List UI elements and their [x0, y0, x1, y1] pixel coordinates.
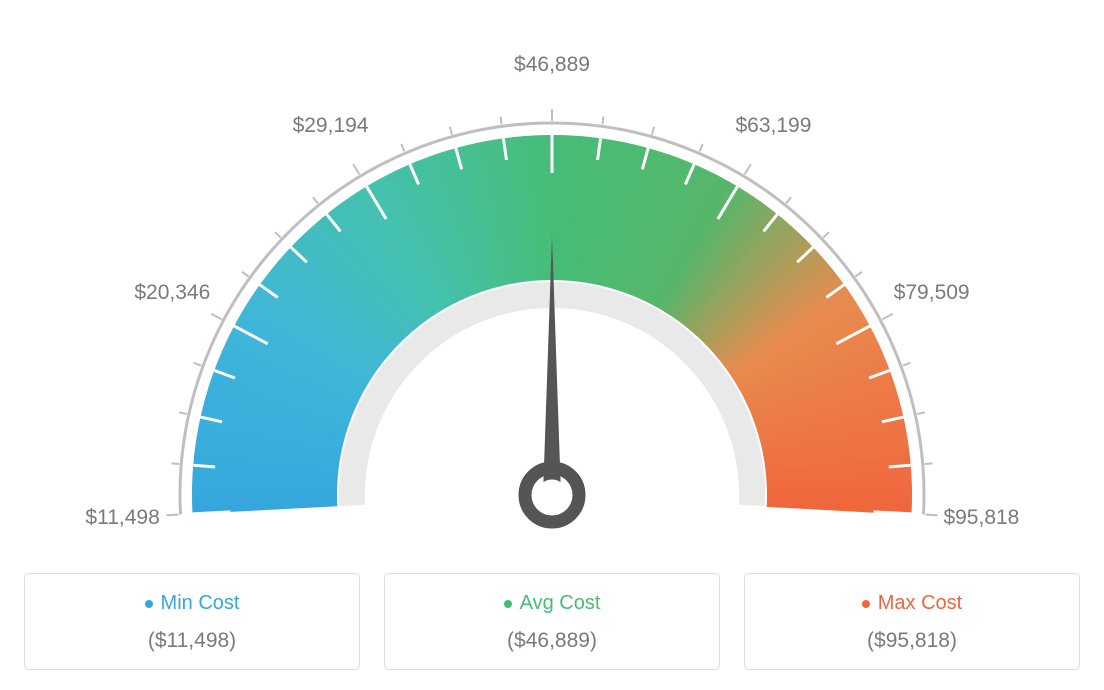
legend-card-avg: Avg Cost ($46,889)	[384, 573, 720, 670]
legend-card-min: Min Cost ($11,498)	[24, 573, 360, 670]
gauge-tick-label: $11,498	[85, 506, 159, 530]
legend-title-max: Max Cost	[862, 592, 962, 615]
legend-card-max: Max Cost ($95,818)	[744, 573, 1080, 670]
gauge-tick-label: $46,889	[514, 53, 590, 77]
cost-gauge-widget: $11,498 $20,346 $29,194 $46,889 $63,199 $79,5…	[0, 0, 1104, 690]
legend-value-min: ($11,498)	[35, 629, 349, 653]
gauge-tick-label: $20,346	[134, 281, 210, 305]
dot-icon-min	[145, 600, 153, 608]
legend-label-max: Max Cost	[878, 592, 962, 615]
legend-label-min: Min Cost	[161, 592, 240, 615]
legend-title-min: Min Cost	[145, 592, 240, 615]
gauge-svg	[0, 0, 1104, 560]
legend-value-max: ($95,818)	[755, 629, 1069, 653]
legend-label-avg: Avg Cost	[520, 592, 601, 615]
legend-row: Min Cost ($11,498) Avg Cost ($46,889) Ma…	[0, 573, 1104, 670]
dot-icon-avg	[504, 600, 512, 608]
gauge-tick-label: $29,194	[293, 114, 369, 138]
legend-value-avg: ($46,889)	[395, 629, 709, 653]
gauge-tick-label: $79,509	[894, 281, 970, 305]
gauge-tick-label: $95,818	[943, 506, 1019, 530]
dot-icon-max	[862, 600, 870, 608]
gauge-area: $11,498 $20,346 $29,194 $46,889 $63,199 $79,5…	[0, 0, 1104, 540]
gauge-tick-label: $63,199	[735, 114, 811, 138]
legend-title-avg: Avg Cost	[504, 592, 601, 615]
